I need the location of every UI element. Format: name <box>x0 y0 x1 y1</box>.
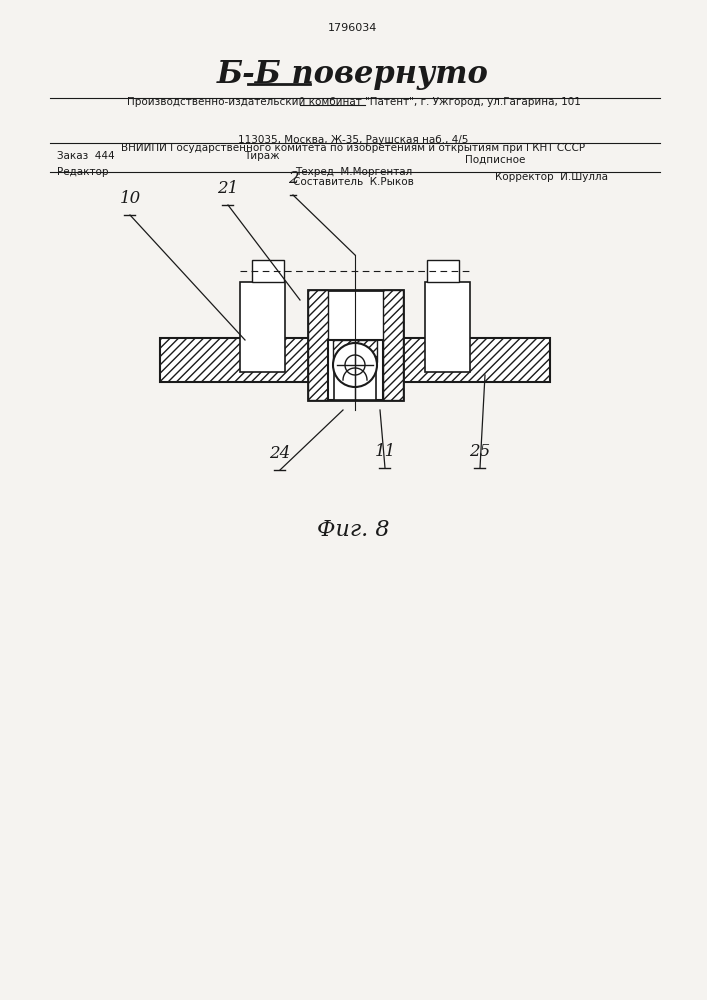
Bar <box>333 340 377 362</box>
Bar <box>240 282 285 372</box>
Text: 1796034: 1796034 <box>328 23 378 33</box>
Bar <box>328 340 383 400</box>
Circle shape <box>333 343 377 387</box>
Text: Заказ  444: Заказ 444 <box>57 151 115 161</box>
Text: Подписное: Подписное <box>464 155 525 165</box>
Bar <box>334 370 376 400</box>
Bar <box>383 290 403 400</box>
Text: Техред  М.Моргентал: Техред М.Моргентал <box>295 167 412 177</box>
Text: 10: 10 <box>119 190 141 207</box>
Bar <box>427 260 459 282</box>
Bar <box>252 260 284 282</box>
Text: Производственно-издательский комбинат "Патент", г. Ужгород, ул.Гагарина, 101: Производственно-издательский комбинат "П… <box>127 97 580 107</box>
Text: 113035, Москва, Ж-35, Раушская наб., 4/5: 113035, Москва, Ж-35, Раушская наб., 4/5 <box>238 135 469 145</box>
Text: 11: 11 <box>375 443 396 460</box>
Bar <box>160 338 550 382</box>
Text: 25: 25 <box>469 443 491 460</box>
Text: 21: 21 <box>217 180 239 197</box>
Text: Тираж: Тираж <box>244 151 279 161</box>
Text: Редактор: Редактор <box>57 167 108 177</box>
Text: Б-Б повернуто: Б-Б повернуто <box>217 60 489 91</box>
Circle shape <box>345 355 365 375</box>
Text: 2: 2 <box>288 170 298 187</box>
Text: 24: 24 <box>269 445 291 462</box>
Bar <box>308 290 403 400</box>
Bar <box>308 290 328 400</box>
Text: Составитель  К.Рыков: Составитель К.Рыков <box>293 177 414 187</box>
Text: Корректор  И.Шулла: Корректор И.Шулла <box>495 172 608 182</box>
Text: Фиг. 8: Фиг. 8 <box>317 519 390 541</box>
Text: ВНИИПИ Государственного комитета по изобретениям и открытиям при ГКНТ СССР: ВНИИПИ Государственного комитета по изоб… <box>122 143 585 153</box>
Bar <box>425 282 470 372</box>
